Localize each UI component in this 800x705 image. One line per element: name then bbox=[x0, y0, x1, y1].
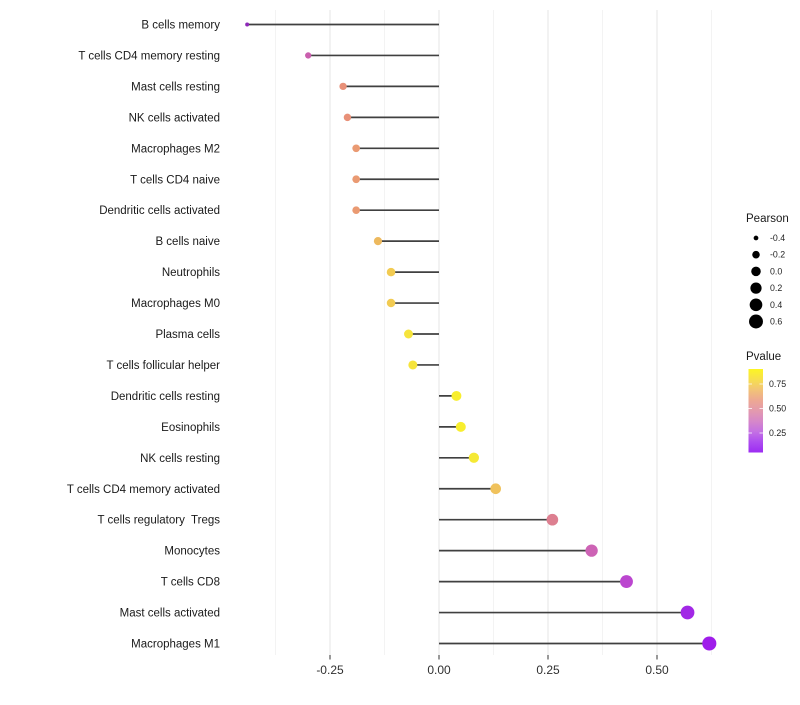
lollipop-dot bbox=[468, 452, 480, 463]
row-label: T cells CD8 bbox=[161, 577, 220, 589]
row-label: T cells regulatory Tregs bbox=[97, 515, 220, 527]
pvalue-legend-label: 0.75 bbox=[769, 379, 786, 389]
lollipop-dot bbox=[620, 575, 633, 589]
row-label: T cells CD4 memory activated bbox=[67, 484, 220, 496]
row-label: Plasma cells bbox=[155, 329, 220, 341]
lollipop-dot bbox=[343, 113, 352, 122]
row-label: NK cells resting bbox=[140, 453, 220, 465]
pvalue-legend-ticks: 0.75 0.50 0.25 bbox=[748, 379, 786, 438]
pearson-legend-dot bbox=[750, 282, 762, 294]
row-label: Monocytes bbox=[164, 546, 220, 558]
row-label: Mast cells activated bbox=[120, 608, 220, 620]
row-label: NK cells activated bbox=[129, 112, 220, 124]
pvalue-legend-label: 0.50 bbox=[769, 404, 786, 414]
pvalue-gradient-bar bbox=[748, 369, 763, 453]
row-label: T cells CD4 memory resting bbox=[78, 50, 220, 62]
x-tick-label: 0.00 bbox=[427, 663, 451, 677]
x-axis: -0.25 0.00 0.25 0.50 bbox=[316, 655, 669, 677]
lollipop-dot bbox=[408, 360, 418, 370]
lollipop-dot bbox=[352, 206, 360, 215]
lollipop-dot bbox=[451, 390, 462, 401]
lollipops bbox=[245, 22, 717, 651]
lollipop-dot bbox=[245, 22, 250, 27]
pearson-legend-dot bbox=[749, 314, 763, 329]
lollipop-dot bbox=[585, 544, 598, 557]
row-label: T cells CD4 naive bbox=[130, 174, 220, 186]
pearson-legend-label: -0.2 bbox=[770, 250, 785, 260]
row-label: Mast cells resting bbox=[131, 81, 220, 93]
pearson-legend-label: 0.0 bbox=[770, 266, 782, 276]
pearson-legend-dot bbox=[753, 235, 759, 241]
lollipop-dot bbox=[339, 82, 347, 91]
pearson-legend-dot bbox=[752, 250, 760, 259]
pearson-legend-items: -0.4 -0.2 0.0 0.2 0.4 0.6 bbox=[749, 233, 785, 329]
lollipop-dot bbox=[386, 298, 396, 308]
pearson-legend-dot bbox=[749, 298, 763, 312]
row-label: Macrophages M1 bbox=[131, 639, 220, 651]
lollipop-dot bbox=[490, 483, 502, 495]
row-label: B cells naive bbox=[155, 236, 220, 248]
gridlines-minor bbox=[275, 10, 712, 655]
pvalue-legend-title: Pvalue bbox=[746, 351, 781, 363]
row-label: Macrophages M0 bbox=[131, 298, 220, 310]
lollipop-dot bbox=[455, 421, 466, 432]
row-label: B cells memory bbox=[141, 20, 220, 32]
x-tick-label: 0.50 bbox=[645, 663, 669, 677]
lollipop-dot bbox=[352, 175, 360, 184]
lollipop-dot bbox=[352, 144, 360, 153]
lollipop-dot bbox=[373, 237, 383, 246]
pearson-legend-title: Pearson bbox=[746, 213, 789, 225]
row-label: Macrophages M2 bbox=[131, 143, 220, 155]
lollipop-dot bbox=[386, 267, 396, 277]
row-label: Neutrophils bbox=[162, 267, 220, 279]
row-label: Eosinophils bbox=[161, 422, 220, 434]
pearson-legend-label: 0.2 bbox=[770, 283, 782, 293]
lollipop-dot bbox=[702, 636, 717, 651]
pvalue-legend-label: 0.25 bbox=[769, 428, 786, 438]
pearson-legend-label: 0.6 bbox=[770, 317, 782, 327]
pearson-legend-label: -0.4 bbox=[770, 233, 785, 243]
row-label: Dendritic cells activated bbox=[99, 205, 220, 217]
row-label: T cells follicular helper bbox=[106, 360, 220, 372]
x-tick-label: 0.25 bbox=[536, 663, 560, 677]
pearson-legend-dot bbox=[751, 266, 761, 277]
lollipop-dot bbox=[305, 52, 312, 59]
lollipop-dot bbox=[546, 513, 559, 526]
x-tick-label: -0.25 bbox=[316, 663, 344, 677]
legend-pearson: Pearson -0.4 -0.2 0.0 0.2 0.4 0.6 bbox=[746, 213, 789, 329]
row-label: Dendritic cells resting bbox=[111, 391, 220, 403]
lollipop-dot bbox=[404, 329, 413, 339]
pearson-legend-label: 0.4 bbox=[770, 300, 782, 310]
legend-pvalue: Pvalue 0.75 0.50 0.25 bbox=[746, 351, 786, 453]
lollipop-dot bbox=[680, 605, 695, 620]
y-axis-labels: B cells memory T cells CD4 memory resting… bbox=[67, 20, 220, 651]
